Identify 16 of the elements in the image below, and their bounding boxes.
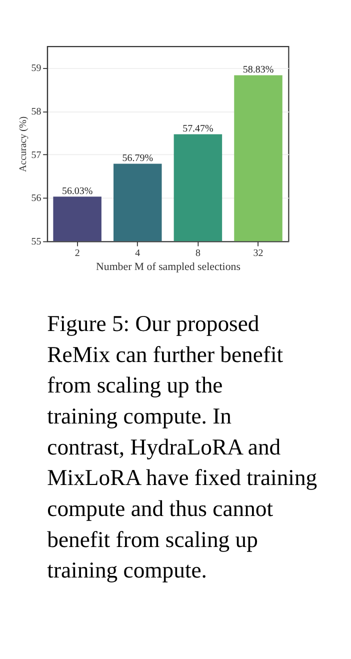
x-tick-label: 4 bbox=[135, 248, 140, 260]
y-tick-label: 59 bbox=[31, 63, 42, 74]
y-tick-label: 58 bbox=[31, 106, 42, 118]
data-label: 57.47% bbox=[182, 124, 214, 134]
y-tick-label: 55 bbox=[31, 236, 42, 248]
y-axis-title: Accuracy (%) bbox=[18, 116, 29, 172]
y-tick-label: 56 bbox=[31, 193, 42, 204]
x-tick-label: 32 bbox=[253, 248, 264, 260]
x-axis-title: Number M of sampled selections bbox=[96, 260, 240, 273]
text: Figure 5: Our proposed ReMix can further benefit from scaling up the training compute. In contrast, HydraLoRA and MixLoRA have fixed training compute and thus cannot benefit from scaling up training compute. bbox=[47, 311, 318, 583]
x-tick-label: 2 bbox=[74, 248, 80, 260]
data-label: 56.03% bbox=[62, 186, 93, 197]
x-tick-label: 8 bbox=[195, 248, 200, 260]
y-tick-label: 57 bbox=[31, 150, 42, 161]
data-label: 56.79% bbox=[122, 152, 153, 164]
data-label: 58.83% bbox=[242, 64, 274, 76]
